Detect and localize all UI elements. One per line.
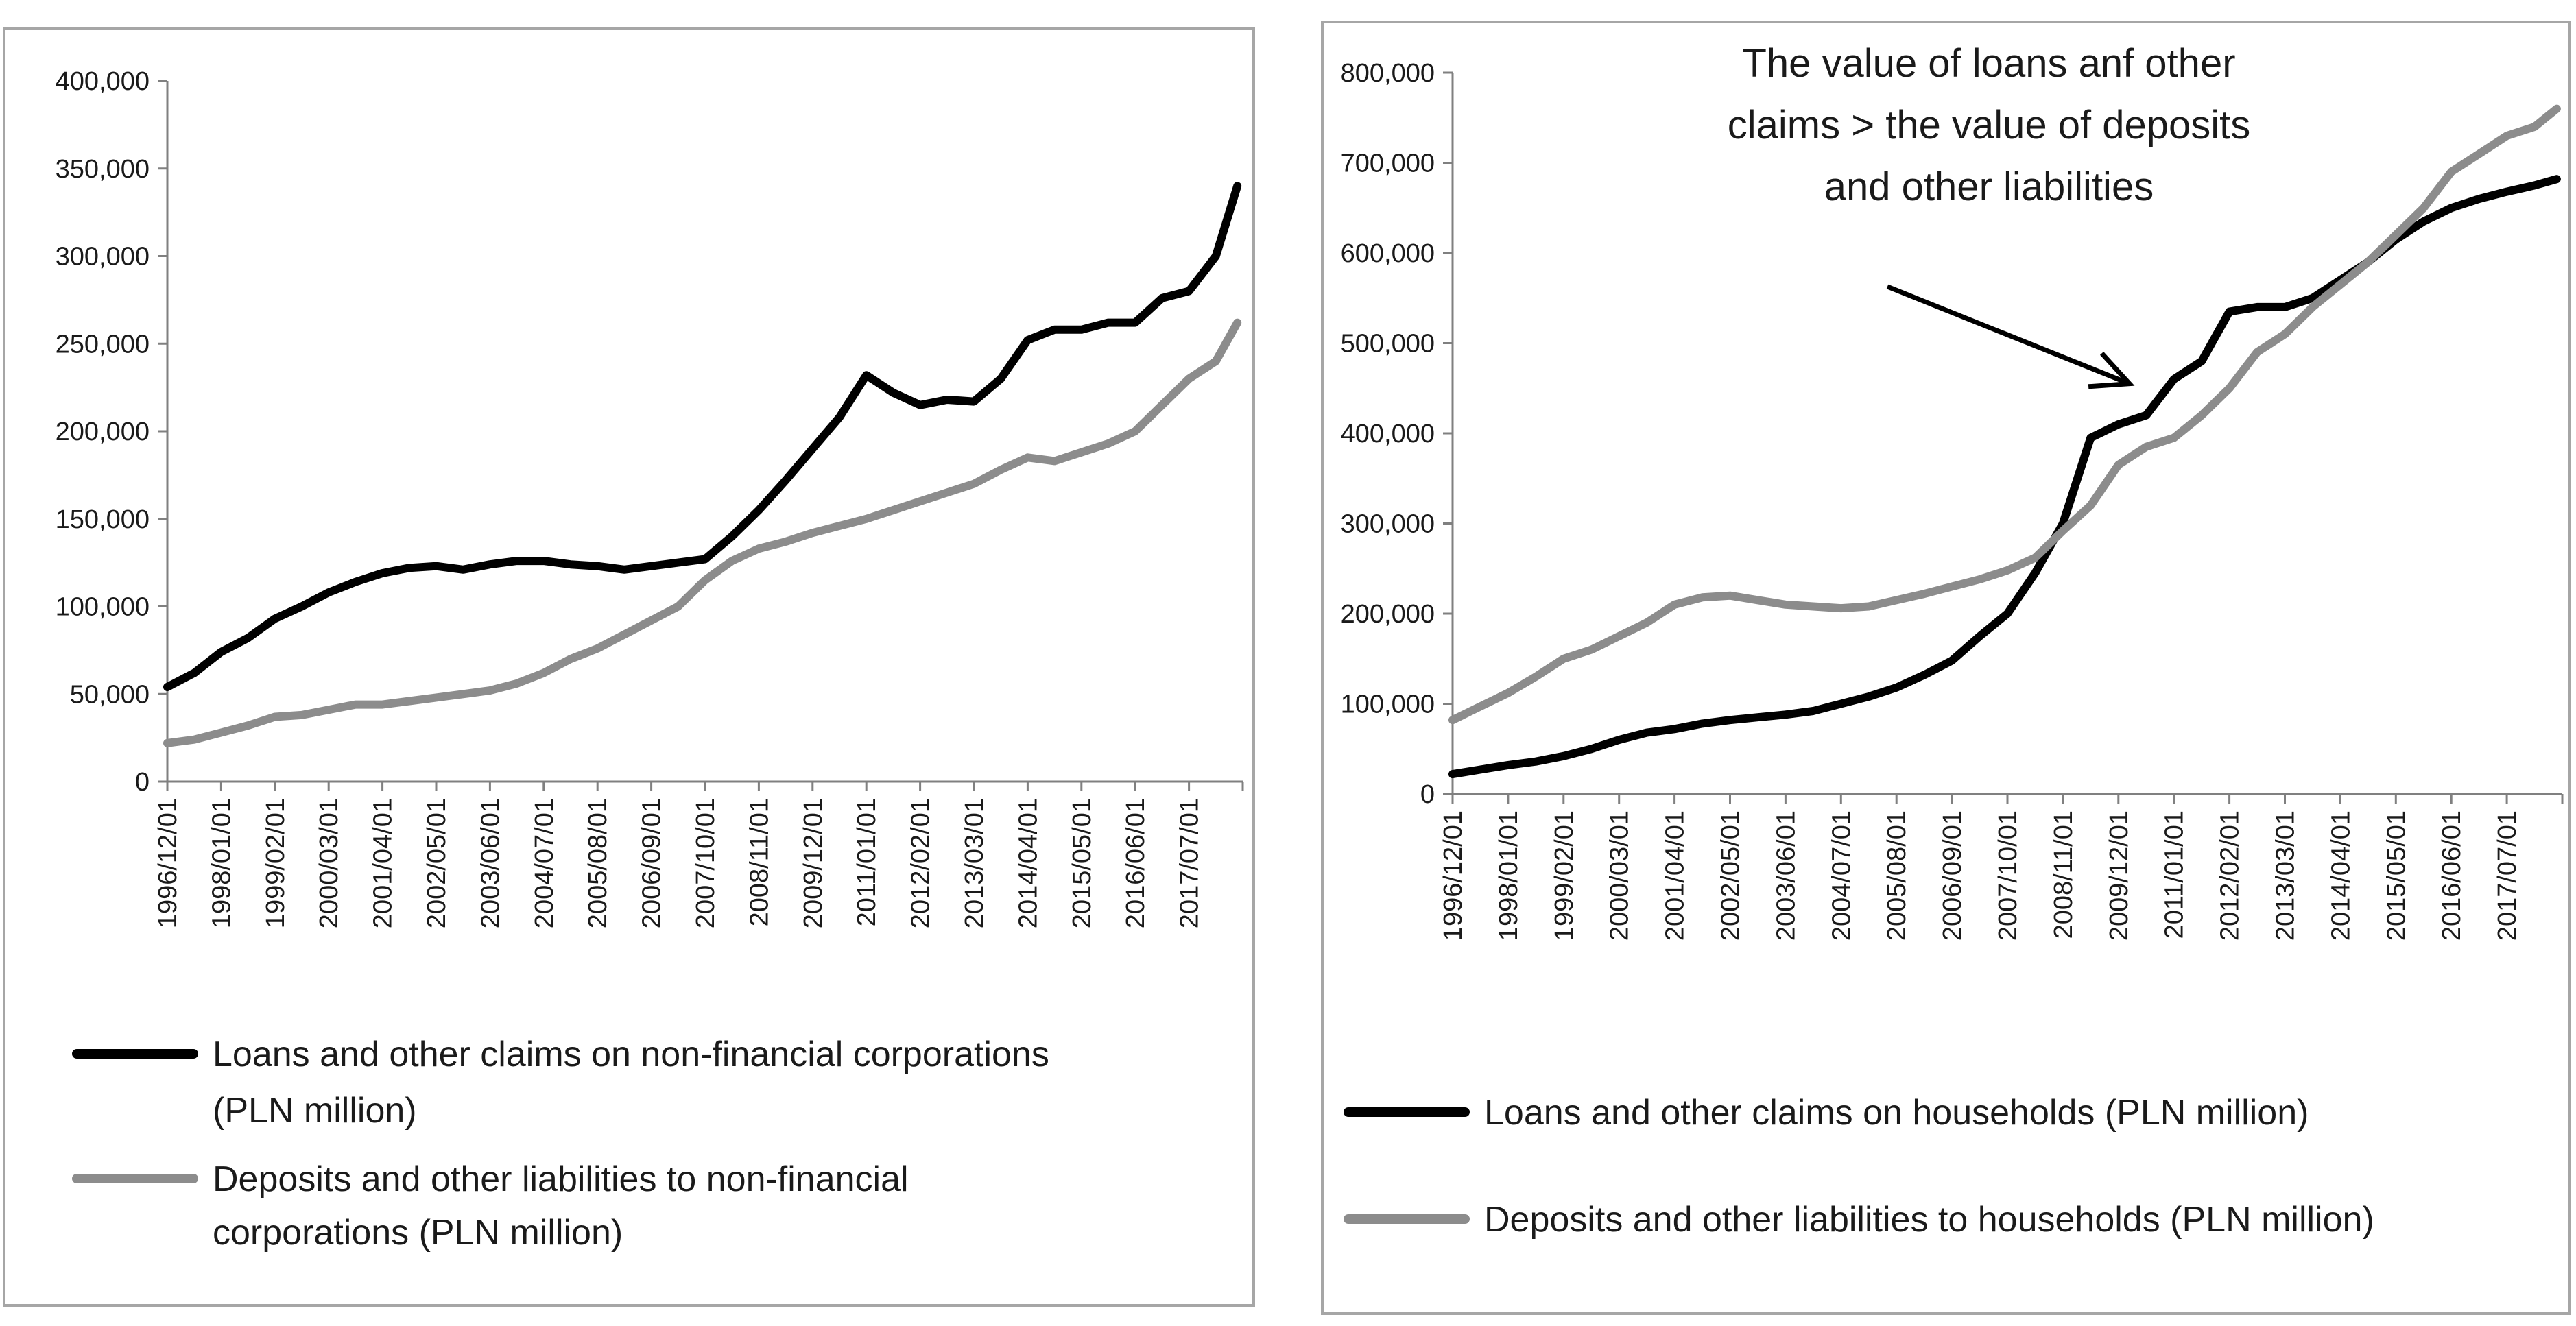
y-tick-label: 200,000 <box>56 418 150 446</box>
y-tick-label: 150,000 <box>56 505 150 534</box>
y-tick-label: 250,000 <box>56 330 150 359</box>
y-tick-label: 600,000 <box>1341 239 1435 268</box>
x-tick-label: 2001/04/01 <box>1661 810 1690 941</box>
x-tick-label: 2013/03/01 <box>2271 810 2300 941</box>
x-tick-label: 2005/08/01 <box>584 798 612 928</box>
x-tick-label: 2015/05/01 <box>1068 798 1097 928</box>
x-tick-label: 2016/06/01 <box>1121 798 1150 928</box>
x-tick-label: 2009/12/01 <box>799 798 828 928</box>
y-tick-label: 200,000 <box>1341 600 1435 629</box>
x-tick-label: 1996/12/01 <box>154 798 182 928</box>
x-tick-label: 2017/07/01 <box>1176 798 1204 928</box>
y-tick-label: 500,000 <box>1341 330 1435 359</box>
x-tick-label: 2007/10/01 <box>1994 810 2023 941</box>
legend-label: Deposits and other liabilities to househ… <box>1484 1200 2374 1240</box>
y-tick-label: 100,000 <box>1341 690 1435 719</box>
x-tick-label: 2004/07/01 <box>1827 810 1856 941</box>
x-tick-label: 2003/06/01 <box>476 798 505 928</box>
legend-label: Loans and other claims on households (PL… <box>1484 1093 2309 1133</box>
annotation-text: The value of loans anf other <box>1742 41 2235 86</box>
legend-label: Deposits and other liabilities to non-fi… <box>213 1159 909 1199</box>
right-chart: 0 100,000 200,000 300,000 400,000 500,000 600,… <box>1341 41 2564 1240</box>
x-tick-label: 2000/03/01 <box>315 798 344 928</box>
x-tick-label: 2003/06/01 <box>1772 810 1800 941</box>
x-tick-label: 2004/07/01 <box>530 798 559 928</box>
deposits-series-line <box>163 318 1242 747</box>
y-tick-label: 300,000 <box>56 243 150 272</box>
y-tick-label: 350,000 <box>56 155 150 184</box>
left-chart-frame <box>3 27 1255 1307</box>
annotation-text: claims > the value of deposits <box>1728 103 2250 147</box>
y-tick-label: 50,000 <box>70 680 150 709</box>
x-tick-label: 1999/02/01 <box>1550 810 1579 941</box>
x-tick-label: 2008/11/01 <box>2049 810 2078 939</box>
x-tick-label: 2009/12/01 <box>2105 810 2134 941</box>
x-tick-label: 2012/02/01 <box>2216 810 2245 941</box>
annotation-text: and other liabilities <box>1824 165 2154 209</box>
left-chart: 0 50,000 100,000 150,000 200,000 250,000 300,0… <box>56 67 1244 1253</box>
x-tick-label: 2011/01/01 <box>2160 810 2189 939</box>
x-tick-label: 1999/02/01 <box>261 798 290 928</box>
x-tick-label: 2005/08/01 <box>1883 810 1911 941</box>
x-tick-label: 2013/03/01 <box>960 798 989 928</box>
x-tick-label: 2017/07/01 <box>2493 810 2522 941</box>
legend-label: corporations (PLN million) <box>213 1213 623 1253</box>
x-tick-label: 2011/01/01 <box>852 798 881 926</box>
x-tick-label: 1996/12/01 <box>1439 810 1468 941</box>
y-tick-label: 800,000 <box>1341 59 1435 88</box>
x-tick-label: 2014/04/01 <box>1014 798 1042 928</box>
x-tick-label: 2016/06/01 <box>2437 810 2466 941</box>
annotation-arrowhead <box>2088 351 2135 389</box>
x-tick-label: 2015/05/01 <box>2382 810 2411 941</box>
loans-series-line <box>163 182 1242 691</box>
x-tick-label: 2002/05/01 <box>1717 810 1745 941</box>
deposits-series-line <box>1448 104 2561 725</box>
x-tick-label: 2012/02/01 <box>907 798 935 928</box>
x-tick-label: 1998/01/01 <box>207 798 236 928</box>
x-tick-label: 2000/03/01 <box>1606 810 1634 941</box>
x-tick-label: 2006/09/01 <box>1938 810 1967 941</box>
y-tick-label: 0 <box>1420 780 1435 809</box>
y-tick-label: 400,000 <box>1341 420 1435 448</box>
legend-label: (PLN million) <box>213 1091 417 1131</box>
x-tick-label: 2007/10/01 <box>691 798 720 928</box>
x-tick-label: 1998/01/01 <box>1494 810 1523 941</box>
x-tick-label: 2014/04/01 <box>2326 810 2355 941</box>
annotation-arrow <box>1886 284 2131 386</box>
y-tick-label: 400,000 <box>56 67 150 96</box>
y-tick-label: 300,000 <box>1341 510 1435 539</box>
y-tick-label: 700,000 <box>1341 149 1435 178</box>
x-tick-label: 2008/11/01 <box>745 798 774 926</box>
legend-label: Loans and other claims on non-financial … <box>213 1035 1049 1074</box>
y-tick-label: 0 <box>135 768 150 797</box>
x-tick-label: 2001/04/01 <box>369 798 398 928</box>
x-tick-label: 2002/05/01 <box>422 798 451 928</box>
y-tick-label: 100,000 <box>56 593 150 622</box>
x-tick-label: 2006/09/01 <box>638 798 667 928</box>
